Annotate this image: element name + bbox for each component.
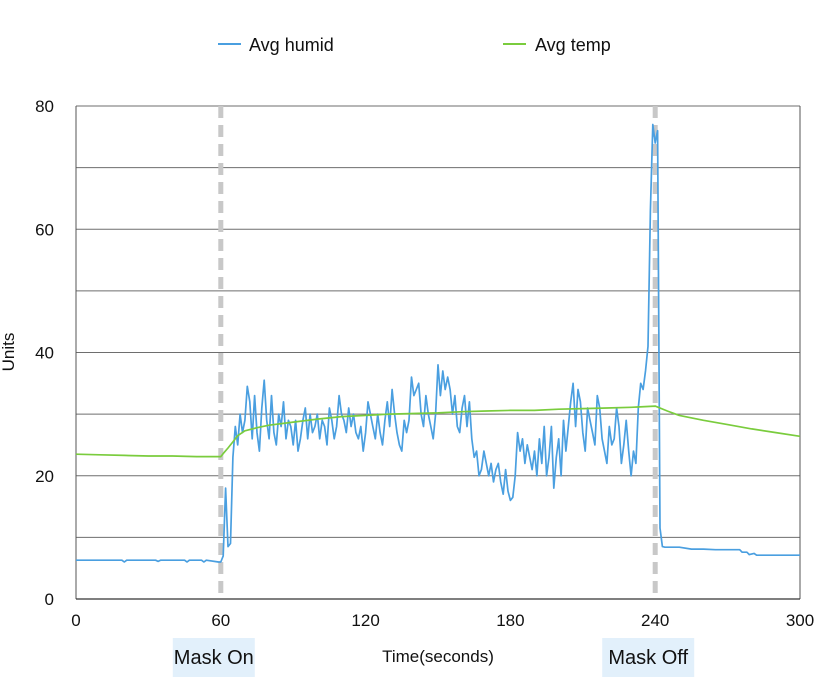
x-tick-label-0: 0 [71,611,80,630]
callout-label-mask-off: Mask Off [608,647,688,669]
plot-border [75,106,801,600]
series-line-avg-humid [76,123,800,563]
x-tick-label-60: 60 [211,611,230,630]
x-tick-label-120: 120 [351,611,379,630]
marker-lines [218,106,658,599]
x-tick-label-240: 240 [641,611,669,630]
x-tick-label-180: 180 [496,611,524,630]
grid [76,105,800,538]
y-tick-label-40: 40 [35,344,54,363]
y-tick-labels: 0 20 40 60 80 [35,97,54,609]
y-tick-label-60: 60 [35,220,54,239]
legend-label-avg-temp: Avg temp [535,35,611,55]
marker-callouts: Mask On Mask Off [172,638,695,677]
y-tick-label-0: 0 [45,590,54,609]
y-tick-label-20: 20 [35,467,54,486]
series-line-avg-temp [75,405,801,458]
series-lines [75,123,801,563]
x-axis-title: Time(seconds) [382,647,494,666]
x-tick-label-300: 300 [786,611,814,630]
legend: Avg humid Avg temp [218,35,611,55]
y-axis-title: Units [0,333,18,372]
legend-label-avg-humid: Avg humid [249,35,334,55]
callout-label-mask-on: Mask On [174,647,254,669]
callout-box-mask-off [602,638,695,677]
y-tick-label-80: 80 [35,97,54,116]
callout-box-mask-on [172,638,255,677]
x-tick-labels: 0 60 120 180 240 300 [71,611,814,630]
